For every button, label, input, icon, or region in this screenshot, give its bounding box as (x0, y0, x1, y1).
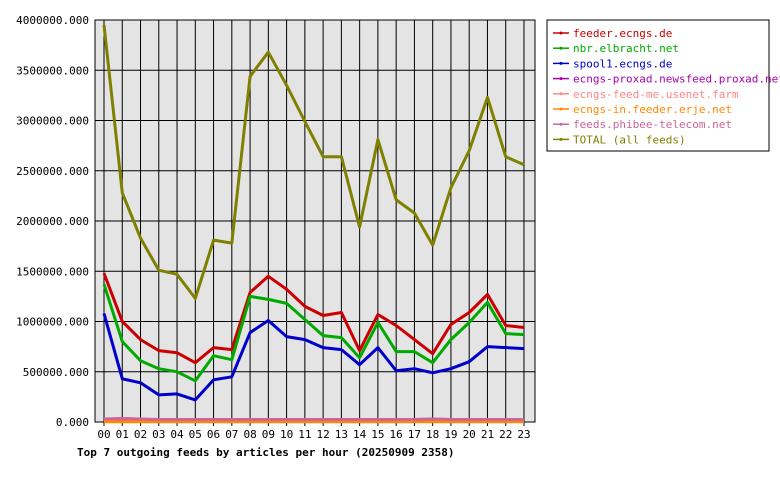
legend-marker (559, 137, 563, 141)
x-tick-label: 00 (97, 428, 110, 441)
x-tick-label: 06 (207, 428, 220, 441)
x-tick-label: 02 (134, 428, 147, 441)
x-tick-label: 19 (444, 428, 457, 441)
x-tick-label: 22 (499, 428, 512, 441)
y-tick-label: 2000000.000 (16, 215, 89, 228)
y-tick-label: 1500000.000 (16, 265, 89, 278)
x-tick-label: 09 (262, 428, 275, 441)
series-line-6 (103, 417, 524, 421)
legend-marker (559, 122, 563, 126)
legend-box (546, 19, 770, 152)
legend-marker (559, 92, 563, 96)
y-tick-label: 1000000.000 (16, 316, 89, 329)
legend-entry-4: ecngs-feed-me.usenet.farm (573, 88, 739, 101)
legend-entry-5: ecngs-in.feeder.erje.net (573, 103, 732, 116)
x-tick-label: 11 (298, 428, 311, 441)
x-tick-label: 05 (189, 428, 202, 441)
legend-marker (559, 31, 563, 35)
series-line-0 (102, 272, 525, 365)
x-tick-label: 04 (170, 428, 184, 441)
legend-marker (559, 107, 563, 111)
legend-marker (559, 77, 563, 81)
series-line-7 (102, 24, 525, 300)
legend-entry-2: spool1.ecngs.de (573, 57, 672, 70)
series-line-1 (102, 283, 525, 383)
series-lines (102, 24, 525, 424)
legend-entry-6: feeds.phibee-telecom.net (573, 118, 732, 131)
legend-entry-1: nbr.elbracht.net (573, 42, 679, 55)
y-tick-label: 500000.000 (23, 366, 89, 379)
y-tick-label: 2500000.000 (16, 165, 89, 178)
chart-title: Top 7 outgoing feeds by articles per hou… (77, 446, 455, 459)
x-tick-label: 08 (243, 428, 256, 441)
legend-marker (559, 46, 563, 50)
x-tick-label: 10 (280, 428, 293, 441)
legend-marker (559, 61, 563, 65)
x-tick-label: 23 (517, 428, 530, 441)
y-axis: 0.000 500000.000 1000000.000 1500000.000 200… (16, 14, 89, 429)
legend-entry-7: TOTAL (all feeds) (573, 133, 686, 146)
x-tick-label: 18 (426, 428, 439, 441)
x-axis: 00 01 02 03 04 05 06 07 08 09 10 11 12 13 14 15 16 17 18 19… (97, 422, 531, 441)
x-tick-label: 13 (335, 428, 348, 441)
x-tick-label: 21 (481, 428, 494, 441)
legend-entry-3: ecngs-proxad.newsfeed.proxad.net (573, 73, 780, 86)
x-tick-label: 15 (371, 428, 384, 441)
x-tick-label: 12 (316, 428, 329, 441)
y-tick-label: 0.000 (56, 416, 89, 429)
x-tick-label: 17 (408, 428, 421, 441)
x-tick-label: 14 (353, 428, 367, 441)
x-tick-label: 01 (116, 428, 129, 441)
x-tick-label: 07 (225, 428, 238, 441)
y-tick-label: 4000000.000 (16, 14, 89, 27)
legend: feeder.ecngs.de nbr.elbracht.net spool1.ec… (546, 19, 780, 152)
x-tick-label: 16 (390, 428, 403, 441)
legend-entry-0: feeder.ecngs.de (573, 27, 672, 40)
x-tick-label: 03 (152, 428, 165, 441)
y-tick-label: 3000000.000 (16, 115, 89, 128)
y-tick-label: 3500000.000 (16, 64, 89, 77)
series-line-2 (102, 313, 525, 402)
x-tick-label: 20 (463, 428, 476, 441)
